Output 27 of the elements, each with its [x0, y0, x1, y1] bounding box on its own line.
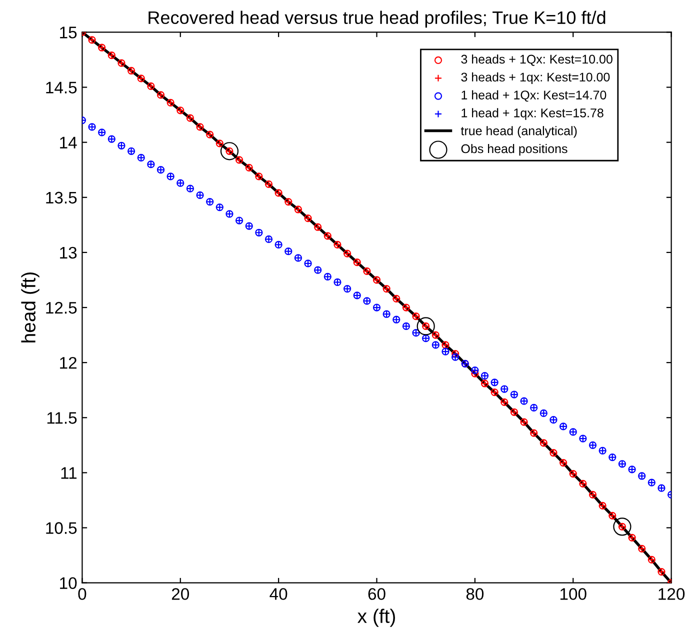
y-tick-label: 10.5	[46, 522, 77, 534]
legend-label: 1 head + 1Qx: Kest=14.70	[462, 90, 606, 102]
x-tick-label: 20	[172, 588, 189, 600]
x-tick-label: 0	[78, 588, 86, 600]
y-tick-label: 13.5	[46, 192, 77, 204]
y-tick-label: 12.5	[46, 302, 77, 314]
legend-label: Obs head positions	[461, 144, 568, 156]
y-tick-label: 11	[61, 467, 77, 479]
y-tick-label: 13	[60, 246, 77, 259]
legend-label: true head (analytical)	[460, 126, 577, 138]
legend-label: 1 head + 1qx: Kest=15.78	[462, 108, 604, 120]
y-tick-label: 12	[60, 356, 77, 369]
x-tick-label: 60	[368, 588, 386, 600]
y-tick-label: 11.5	[47, 412, 77, 424]
y-axis-title: head (ft)	[21, 272, 40, 342]
y-tick-label: 14	[60, 136, 77, 148]
legend-label: 3 heads + 1qx: Kest=10.00	[461, 72, 610, 84]
y-tick-label: 15	[60, 26, 77, 38]
legend-label: 3 heads + 1Qx: Kest=10.00	[461, 54, 612, 66]
x-axis-title: x (ft)	[358, 608, 395, 627]
x-tick-label: 40	[270, 588, 288, 600]
x-tick-label: 100	[560, 588, 586, 600]
x-tick-label: 80	[466, 588, 484, 600]
x-tick-label: 120	[658, 588, 685, 600]
y-tick-label: 14.5	[46, 82, 77, 94]
y-tick-label: 10	[60, 577, 77, 590]
chart-title: Recovered head versus true head profiles; True K=10 ft/d	[148, 10, 606, 28]
